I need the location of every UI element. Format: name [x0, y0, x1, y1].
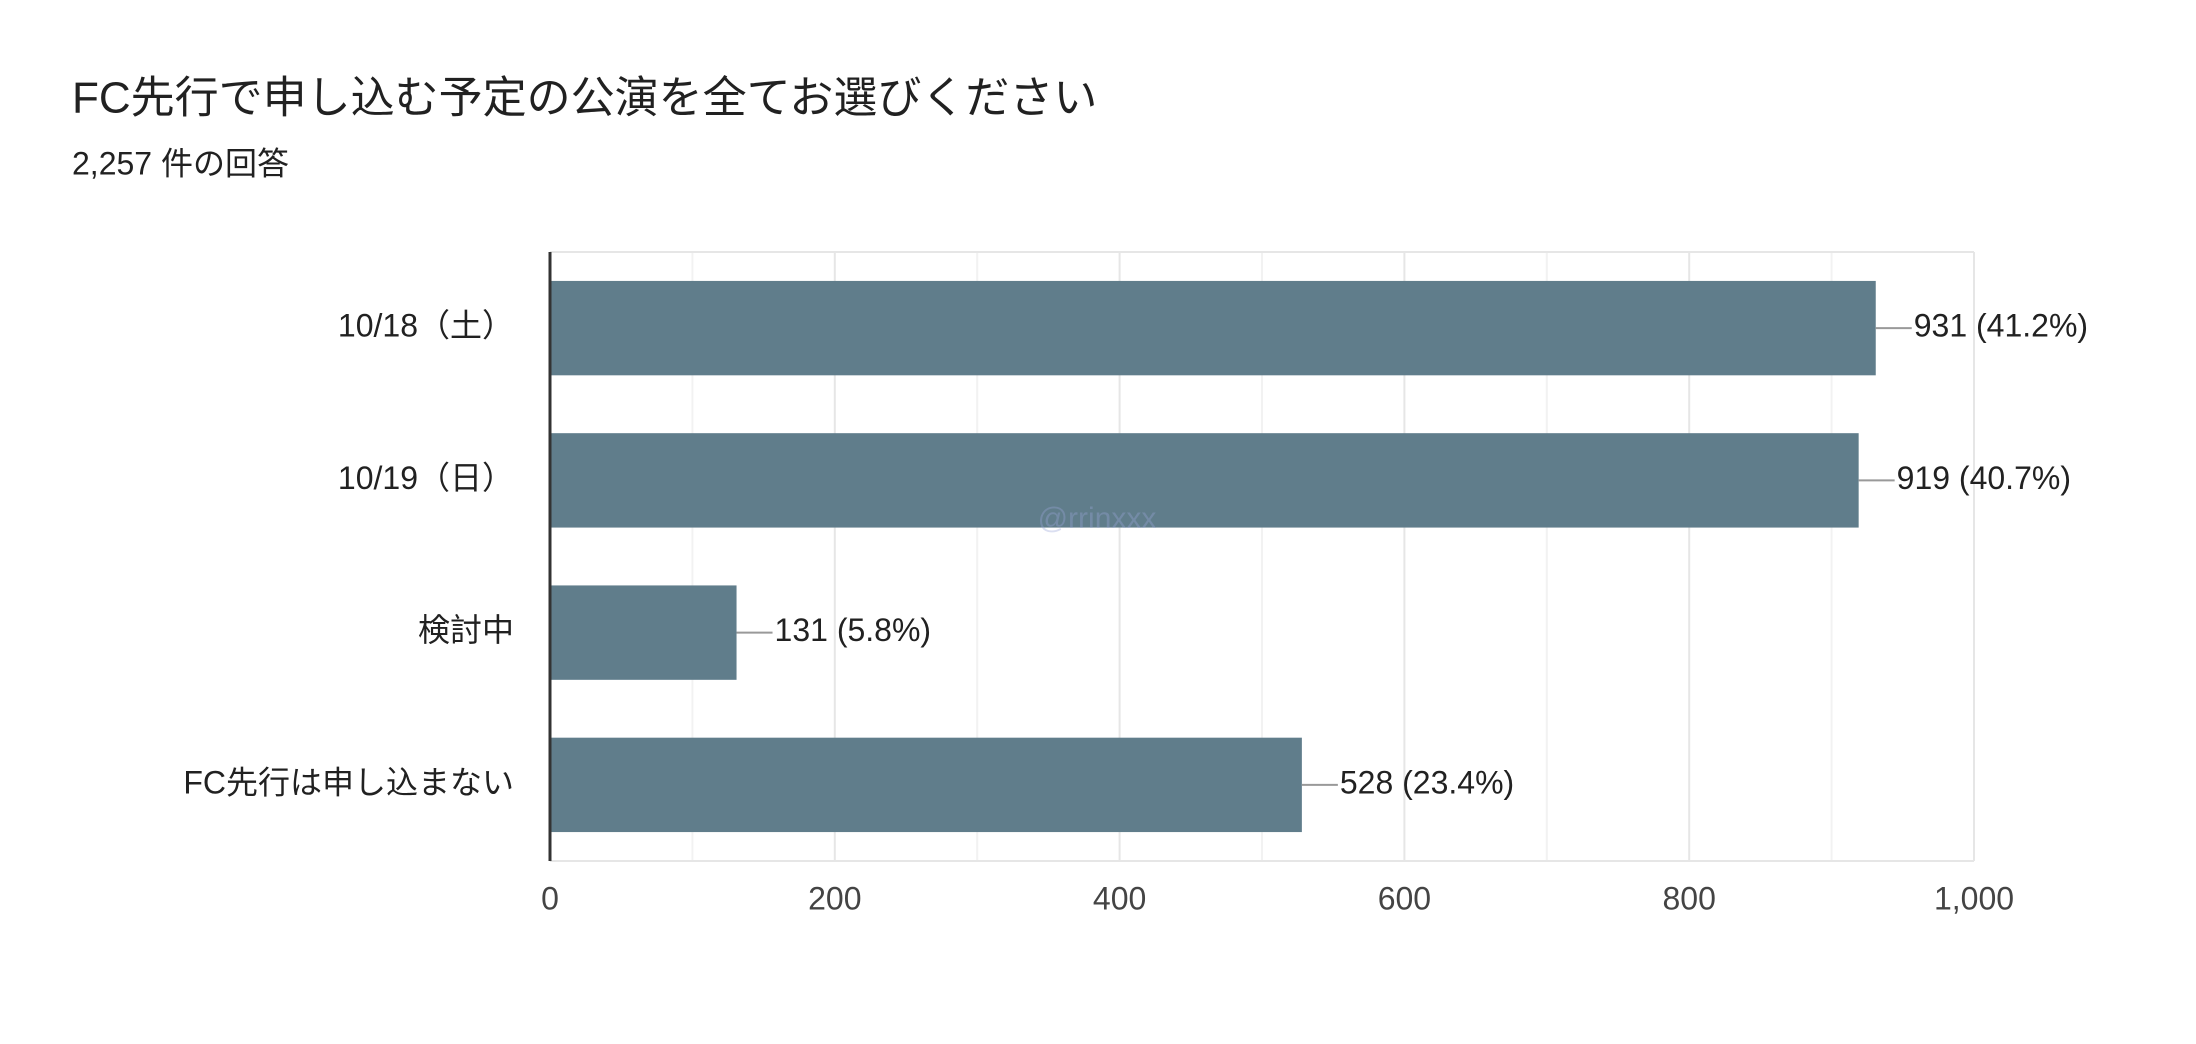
x-tick-label: 800 — [1663, 880, 1716, 916]
data-label: 919 (40.7%) — [1897, 460, 2071, 496]
chart-title: FC先行で申し込む予定の公演を全てお選びください — [72, 74, 1097, 123]
bar — [550, 737, 1302, 833]
data-label: 931 (41.2%) — [1914, 308, 2088, 344]
x-tick-label: 0 — [541, 880, 559, 916]
bar — [550, 585, 737, 680]
x-tick-label: 400 — [1093, 880, 1146, 916]
y-tick-label: 検討中 — [418, 612, 514, 648]
y-tick-label: FC先行は申し込まない — [183, 764, 514, 800]
watermark: @rrinxxx — [1038, 502, 1157, 535]
bar — [550, 433, 1859, 528]
data-label: 528 (23.4%) — [1340, 764, 1514, 800]
y-tick-label: 10/19（日） — [338, 460, 514, 496]
x-tick-label: 200 — [808, 880, 861, 916]
chart-subtitle: 2,257 件の回答 — [72, 145, 289, 181]
x-tick-label: 600 — [1378, 880, 1431, 916]
x-tick-label: 1,000 — [1934, 880, 2014, 916]
bar — [550, 280, 1876, 376]
data-label: 131 (5.8%) — [775, 612, 932, 648]
y-tick-label: 10/18（土） — [338, 308, 514, 344]
